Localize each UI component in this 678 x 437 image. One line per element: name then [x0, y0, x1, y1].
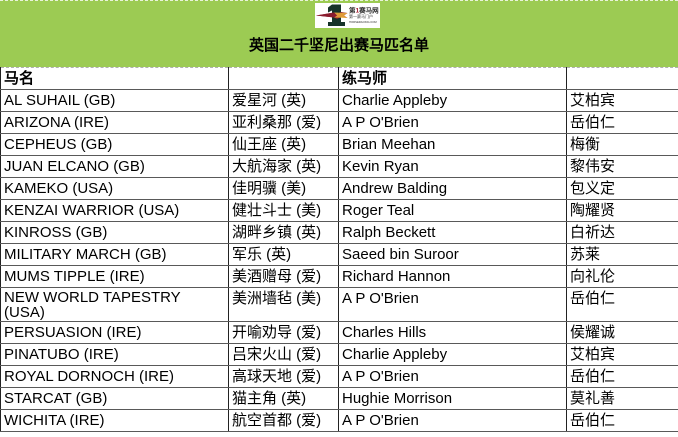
svg-text:第1赛马网: 第1赛马网 [349, 6, 379, 15]
svg-text:第一赛马门户: 第一赛马门户 [349, 13, 373, 19]
svg-text:HORSERACING.COM: HORSERACING.COM [349, 20, 377, 24]
